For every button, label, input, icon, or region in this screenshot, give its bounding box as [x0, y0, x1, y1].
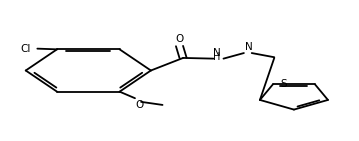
Text: N: N [213, 48, 221, 58]
Text: Cl: Cl [20, 44, 31, 54]
Text: S: S [281, 79, 288, 89]
Text: N: N [245, 42, 253, 52]
Text: H: H [213, 52, 221, 62]
Text: O: O [135, 100, 143, 110]
Text: O: O [176, 34, 183, 44]
